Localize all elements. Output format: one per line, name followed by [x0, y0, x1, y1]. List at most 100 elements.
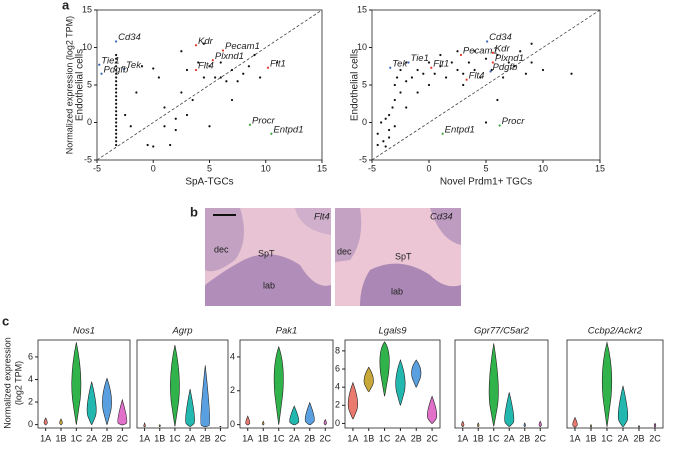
- x-tick-label: 2A: [617, 433, 628, 443]
- x-tick-label: -5: [93, 163, 101, 173]
- point: [208, 125, 211, 128]
- panel-title: Nos1: [73, 326, 95, 337]
- x-tick-label: 0: [426, 163, 431, 173]
- violin: [461, 420, 465, 427]
- point: [519, 50, 522, 53]
- point: [115, 95, 118, 98]
- gene-label: Kdr: [198, 36, 214, 47]
- panel-title: Agrp: [171, 326, 192, 337]
- violin: [427, 395, 438, 424]
- violin: [71, 342, 82, 425]
- annotated-point: [491, 61, 494, 64]
- plot-frame: [344, 339, 441, 429]
- point: [376, 132, 379, 135]
- point: [513, 65, 516, 68]
- violin: [411, 359, 422, 388]
- x-tick-label: 2A: [504, 433, 515, 443]
- violin: [117, 398, 128, 426]
- point: [146, 143, 149, 147]
- point: [230, 68, 234, 72]
- point: [191, 98, 194, 102]
- point: [115, 143, 118, 147]
- point: [399, 68, 402, 72]
- point: [393, 83, 396, 87]
- panel-title: Pak1: [276, 326, 298, 337]
- gene-label: Entpd1: [273, 124, 303, 135]
- point: [115, 98, 118, 102]
- point: [388, 113, 391, 117]
- violin: [538, 420, 542, 427]
- point: [115, 65, 118, 68]
- y-axis-label: Endothelial cells: [350, 49, 361, 121]
- x-tick-label: 1A: [569, 433, 580, 443]
- x-tick-label: 1A: [457, 433, 468, 443]
- point: [427, 61, 431, 64]
- annotated-point: [221, 49, 225, 52]
- annotated-point: [489, 70, 492, 73]
- point: [439, 65, 442, 68]
- annotated-point: [211, 59, 214, 62]
- x-tick-label: 0: [151, 163, 156, 173]
- violin: [572, 416, 578, 428]
- point: [115, 102, 118, 105]
- x-tick-label: 2C: [534, 433, 546, 443]
- x-tick-label: 1C: [169, 433, 181, 443]
- panel-title: Ccbp2/Ackr2: [588, 326, 643, 337]
- gene-label: Pecam1: [463, 46, 498, 57]
- annotated-point: [98, 63, 101, 66]
- y-tick-label: 0: [362, 117, 367, 127]
- violin: [170, 345, 180, 427]
- point: [197, 61, 200, 64]
- x-tick-label: 2B: [633, 433, 644, 443]
- violin: [653, 422, 657, 428]
- plot-frame: [566, 339, 664, 429]
- violin: [304, 401, 315, 426]
- gene-label: Pdgfb: [493, 62, 518, 73]
- point: [391, 106, 394, 109]
- gene-label: Plxnd1: [215, 51, 244, 62]
- gene-label: Pecam1: [225, 41, 260, 52]
- x-tick-label: 1A: [242, 433, 253, 443]
- y-tick-label: 4: [28, 374, 33, 384]
- violin: [289, 405, 300, 426]
- y-tick-label: 6: [28, 351, 33, 361]
- violin: [59, 418, 63, 426]
- x-tick-label: 2A: [289, 433, 300, 443]
- panel-label: b: [190, 204, 198, 219]
- point: [230, 98, 234, 102]
- x-tick-label: 1A: [347, 433, 358, 443]
- point: [208, 65, 211, 68]
- point: [388, 136, 391, 139]
- x-tick-label: 2A: [395, 433, 406, 443]
- x-tick-label: 2B: [519, 433, 530, 443]
- point: [236, 80, 239, 83]
- point: [115, 83, 118, 87]
- point: [115, 76, 118, 79]
- violin: [158, 424, 161, 428]
- gene-label: Flt1: [433, 58, 449, 69]
- point: [427, 83, 431, 87]
- gene-label: Tek: [392, 58, 408, 69]
- point: [115, 91, 118, 94]
- region-label: lab: [391, 286, 403, 296]
- y-tick-label: 6: [335, 363, 340, 373]
- y-axis-label: Normalized expression: [2, 337, 12, 429]
- image-label: Cd34: [430, 212, 453, 223]
- x-tick-label: 2C: [117, 433, 129, 443]
- point: [382, 140, 385, 143]
- y-tick-label: 0: [28, 419, 33, 429]
- point: [484, 57, 488, 60]
- point: [115, 113, 118, 117]
- violin: [43, 417, 48, 426]
- point: [473, 50, 476, 53]
- point: [115, 117, 118, 120]
- micrograph: [335, 208, 461, 306]
- violin: [601, 341, 613, 428]
- x-axis-label: SpA-TGCs: [185, 177, 233, 188]
- annotated-point: [389, 66, 392, 69]
- point: [185, 113, 189, 117]
- x-tick-label: 1A: [40, 433, 51, 443]
- point: [456, 50, 459, 53]
- annotated-point: [441, 132, 444, 135]
- point: [462, 72, 465, 75]
